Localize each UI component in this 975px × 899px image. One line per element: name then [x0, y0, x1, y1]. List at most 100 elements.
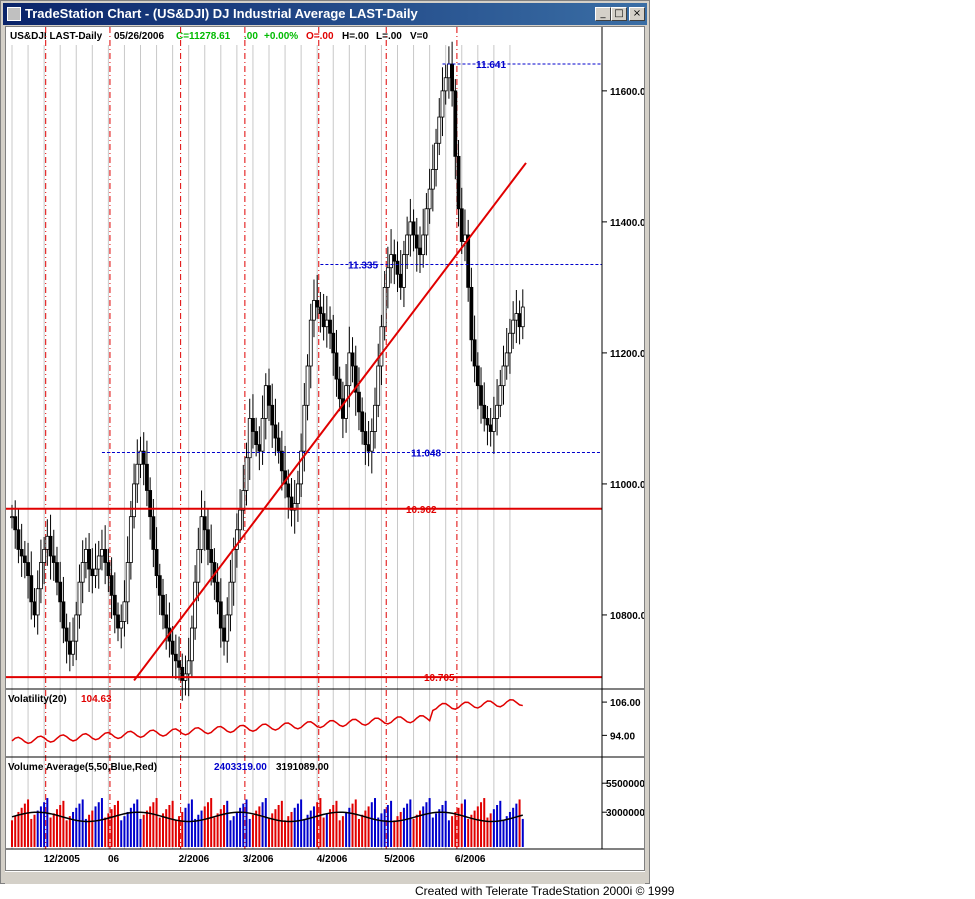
- candle-body: [22, 555, 27, 563]
- candle-body: [247, 418, 252, 459]
- candle-body: [251, 418, 255, 432]
- candle-body: [154, 549, 159, 577]
- credit-text: Created with Telerate TradeStation 2000i…: [415, 884, 675, 898]
- candle-body: [276, 437, 281, 452]
- candle-body: [382, 286, 387, 328]
- candle-body: [479, 385, 483, 406]
- candle-body: [469, 286, 474, 341]
- candle-body: [350, 352, 355, 367]
- horizontal-scrollbar[interactable]: [5, 871, 645, 884]
- candle-body: [260, 418, 265, 452]
- candle-body: [228, 581, 233, 616]
- candle-body: [93, 568, 98, 577]
- chart-area[interactable]: US&DJI LAST-Daily 05/26/2006 C=11278.61 …: [5, 26, 645, 871]
- candle-body: [302, 404, 307, 452]
- candle-body: [90, 568, 95, 577]
- candle-body: [80, 562, 85, 583]
- chart-window: TradeStation Chart - (US&DJI) DJ Industr…: [0, 0, 650, 884]
- candle-body: [385, 267, 390, 288]
- candle-body: [170, 640, 175, 655]
- header-pct: +0.00%: [264, 31, 298, 42]
- header-open: O=.00: [306, 31, 334, 42]
- candle-body: [315, 300, 320, 308]
- candle-body: [135, 463, 140, 485]
- candle-body: [161, 594, 165, 616]
- candle-body: [440, 90, 445, 118]
- chart-svg: US&DJI LAST-Daily 05/26/2006 C=11278.61 …: [6, 27, 644, 865]
- minimize-button[interactable]: _: [595, 7, 611, 21]
- candle-body: [434, 142, 438, 170]
- candle-body: [296, 483, 300, 504]
- candle-body: [357, 391, 361, 413]
- candle-body: [292, 503, 297, 511]
- candle-body: [45, 535, 50, 550]
- candle-body: [402, 254, 406, 288]
- level-label: 11.335: [348, 260, 378, 271]
- candle-body: [305, 365, 310, 406]
- candle-body: [299, 450, 304, 485]
- candle-body: [331, 332, 336, 354]
- candle-body: [196, 549, 201, 583]
- candle-body: [430, 169, 435, 190]
- y-tick-label: 94.00: [610, 731, 635, 742]
- volatility-line: [11, 699, 523, 745]
- volatility-title: Volatility(20): [8, 694, 67, 705]
- candle-body: [514, 313, 519, 321]
- candle-body: [453, 90, 458, 157]
- candle-body: [234, 529, 239, 550]
- candle-body: [112, 594, 117, 616]
- volume-panel: Volume Average(5,50,Blue,Red) 2403319.00…: [8, 762, 644, 847]
- candle-body: [472, 339, 477, 367]
- candle-body: [334, 352, 339, 380]
- candle-body: [328, 319, 332, 334]
- candle-body: [103, 549, 108, 563]
- x-tick-label: 2/2006: [179, 854, 210, 865]
- candle-body: [450, 63, 455, 92]
- volume-title: Volume Average(5,50,Blue,Red): [8, 762, 157, 773]
- candle-body: [324, 319, 329, 328]
- candle-body: [218, 601, 223, 629]
- candle-body: [270, 404, 275, 426]
- candle-body: [180, 666, 185, 681]
- candle-body: [164, 614, 169, 629]
- candle-body: [267, 385, 271, 406]
- candle-body: [199, 516, 204, 550]
- candle-body: [353, 365, 358, 393]
- candle-body: [360, 411, 365, 432]
- candle-body: [257, 444, 262, 452]
- candle-body: [225, 614, 230, 642]
- candle-body: [466, 234, 471, 288]
- candle-body: [312, 300, 316, 321]
- y-tick-label: 11600.0: [610, 87, 644, 98]
- candle-body: [379, 326, 384, 367]
- candle-body: [116, 614, 120, 629]
- candle-body: [318, 306, 323, 314]
- candle-body: [495, 404, 499, 419]
- title-bar[interactable]: TradeStation Chart - (US&DJI) DJ Industr…: [3, 3, 647, 25]
- candle-body: [138, 450, 143, 465]
- candle-body: [488, 424, 493, 432]
- candle-body: [421, 234, 426, 256]
- level-label: 11.048: [411, 448, 441, 459]
- candle-body: [427, 188, 432, 210]
- maximize-button[interactable]: □: [611, 7, 627, 21]
- y-tick-label: 10800.0: [610, 611, 644, 622]
- candle-body: [376, 365, 381, 406]
- close-button[interactable]: ×: [629, 7, 645, 21]
- candle-body: [16, 529, 21, 550]
- candle-body: [189, 627, 194, 662]
- candle-body: [446, 63, 451, 79]
- volume-avg5: 2403319.00: [214, 762, 267, 773]
- candle-body: [418, 247, 422, 256]
- y-tick-label: 11400.0: [610, 218, 644, 229]
- candle-body: [279, 450, 284, 472]
- candle-body: [83, 549, 88, 563]
- x-tick-label: 5/2006: [384, 854, 415, 865]
- candle-body: [145, 463, 149, 491]
- header-close: C=11278.61: [176, 31, 231, 42]
- price-panel: 10800.0 11000.0 11200.0 11400.0 11600.0 11.64…: [6, 41, 644, 701]
- candle-body: [125, 562, 130, 603]
- candle-body: [405, 234, 410, 256]
- candle-body: [87, 549, 91, 570]
- candle-body: [363, 431, 368, 446]
